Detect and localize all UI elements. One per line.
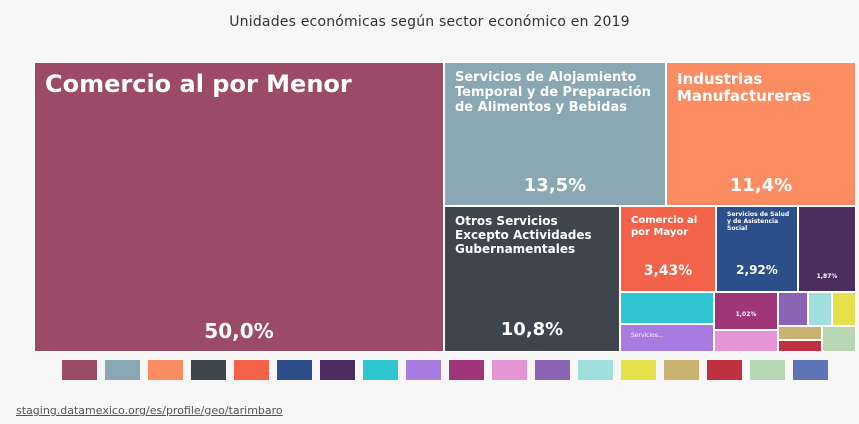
legend-swatch[interactable]: [363, 360, 398, 380]
treemap-tile[interactable]: 1,87%: [798, 206, 856, 292]
treemap-tile[interactable]: [808, 292, 832, 326]
legend-swatch[interactable]: [707, 360, 742, 380]
treemap-tile[interactable]: Comercio al por Mayor 3,43%: [620, 206, 716, 292]
legend-swatch[interactable]: [320, 360, 355, 380]
treemap-tile[interactable]: [620, 292, 714, 324]
legend-swatch[interactable]: [535, 360, 570, 380]
treemap-tile[interactable]: [714, 330, 778, 352]
legend-swatch[interactable]: [406, 360, 441, 380]
legend-swatch[interactable]: [62, 360, 97, 380]
tile-label: Comercio al por Mayor: [631, 215, 698, 238]
treemap-tile[interactable]: [778, 340, 822, 352]
treemap-tile[interactable]: [832, 292, 856, 326]
treemap: Comercio al por Menor 50,0% Servicios de A…: [34, 62, 856, 352]
tile-label: Servicios de Salud y de Asistencia Socia…: [727, 211, 790, 232]
legend-swatch[interactable]: [621, 360, 656, 380]
legend-swatch[interactable]: [105, 360, 140, 380]
legend-swatch[interactable]: [277, 360, 312, 380]
legend-swatch[interactable]: [793, 360, 828, 380]
tile-label: Industrias Manufactureras: [677, 70, 811, 106]
chart-title: Unidades económicas según sector económi…: [229, 14, 630, 30]
treemap-tile[interactable]: [778, 292, 808, 326]
tile-label: Servicios de Alojamiento Temporal y de P…: [455, 70, 651, 115]
tile-value: 11,4%: [729, 175, 793, 196]
legend-swatch[interactable]: [578, 360, 613, 380]
legend-swatch[interactable]: [750, 360, 785, 380]
legend-swatch[interactable]: [191, 360, 226, 380]
tile-label: Comercio al por Menor: [45, 70, 352, 98]
tile-label: Servicios...: [631, 332, 664, 339]
tile-value: 13,5%: [523, 175, 587, 196]
legend-swatch[interactable]: [492, 360, 527, 380]
tile-value: 2,92%: [736, 263, 778, 277]
legend-swatch[interactable]: [234, 360, 269, 380]
treemap-tile[interactable]: Comercio al por Menor 50,0%: [34, 62, 444, 352]
tile-label: Otros Servicios Excepto Actividades Gube…: [455, 214, 592, 256]
tile-value: 10,8%: [500, 319, 564, 340]
treemap-tile[interactable]: 1,02%: [714, 292, 778, 330]
tile-value: 1,87%: [816, 273, 838, 280]
tile-value: 3,43%: [643, 263, 693, 279]
treemap-tile[interactable]: Servicios de Alojamiento Temporal y de P…: [444, 62, 666, 206]
treemap-tile[interactable]: [822, 326, 856, 352]
legend-swatch[interactable]: [664, 360, 699, 380]
treemap-tile[interactable]: Servicios...: [620, 324, 714, 352]
legend-swatch[interactable]: [148, 360, 183, 380]
treemap-tile[interactable]: Industrias Manufactureras 11,4%: [666, 62, 856, 206]
tile-value: 50,0%: [204, 319, 274, 343]
treemap-tile[interactable]: Otros Servicios Excepto Actividades Gube…: [444, 206, 620, 352]
source-link[interactable]: staging.datamexico.org/es/profile/geo/ta…: [16, 404, 283, 417]
legend-swatch[interactable]: [449, 360, 484, 380]
treemap-tile[interactable]: Servicios de Salud y de Asistencia Socia…: [716, 206, 798, 292]
tile-value: 1,02%: [735, 311, 757, 318]
treemap-tile[interactable]: [778, 326, 822, 340]
